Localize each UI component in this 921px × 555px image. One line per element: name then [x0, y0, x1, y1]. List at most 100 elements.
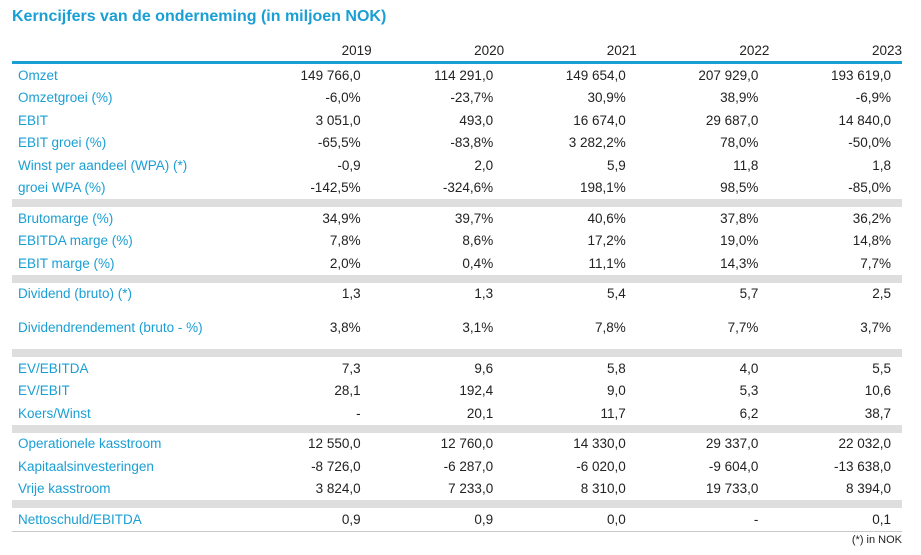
- group-separator: [12, 274, 902, 283]
- page-title: Kerncijfers van de onderneming (in miljo…: [12, 8, 387, 25]
- value-cell: 98,5%: [720, 180, 759, 196]
- row-label: Operationele kasstroom: [18, 436, 162, 452]
- value-cell: 7,8%: [329, 233, 361, 249]
- value-cell: 149 654,0: [565, 67, 626, 83]
- value-cell: -: [753, 511, 759, 527]
- table-bottom-rule: [12, 530, 902, 532]
- value-cell: -50,0%: [848, 135, 891, 151]
- table-row: EBIT 3 051,0 493,0 16 674,0 29 687,0 14 840,0: [12, 109, 902, 132]
- value-cell: 8,6%: [462, 233, 494, 249]
- value-cell: -0,9: [337, 157, 361, 173]
- value-cell: 3 824,0: [315, 481, 361, 497]
- value-cell: 19 733,0: [705, 481, 759, 497]
- key-figures-table: 2019 2020 2021 2022 2023 Omzet 149 766,0 1…: [12, 40, 902, 532]
- table-row: EBIT groei (%) -65,5% -83,8% 3 282,2% 78,0% -…: [12, 132, 902, 155]
- row-label: EV/EBIT: [18, 383, 70, 399]
- value-cell: 8 394,0: [845, 481, 891, 497]
- value-cell: -6 287,0: [443, 458, 494, 474]
- table-header: 2019 2020 2021 2022 2023: [12, 40, 902, 64]
- value-cell: 8 310,0: [580, 481, 626, 497]
- table-row: Kapitaalsinvesteringen -8 726,0 -6 287,0 -6…: [12, 455, 902, 478]
- year-header: 2019: [341, 43, 372, 58]
- value-cell: -65,5%: [317, 135, 361, 151]
- value-cell: 34,9%: [322, 210, 361, 226]
- footnote: (*) in NOK: [851, 534, 902, 546]
- row-label: Omzet: [18, 67, 58, 83]
- value-cell: 9,0: [607, 383, 626, 399]
- value-cell: 17,2%: [587, 233, 626, 249]
- value-cell: 37,8%: [720, 210, 759, 226]
- value-cell: 28,1: [334, 383, 361, 399]
- year-header: 2020: [474, 43, 505, 58]
- value-cell: 2,0%: [329, 255, 361, 271]
- header-rule: [12, 61, 902, 64]
- row-label: Kapitaalsinvesteringen: [18, 458, 154, 474]
- value-cell: 3,1%: [462, 319, 494, 335]
- value-cell: 1,3: [341, 286, 361, 302]
- row-label: Omzetgroei (%): [18, 90, 113, 106]
- value-cell: 3 051,0: [315, 112, 361, 128]
- value-cell: 38,9%: [720, 90, 759, 106]
- group-separator: [12, 199, 902, 207]
- value-cell: 20,1: [466, 405, 494, 421]
- table-row: Omzetgroei (%) -6,0% -23,7% 30,9% 38,9% -6,9%: [12, 87, 902, 110]
- value-cell: 0,9: [474, 511, 494, 527]
- value-cell: 11,7: [600, 405, 626, 421]
- value-cell: -: [356, 405, 361, 421]
- table-row: Nettoschuld/EBITDA 0,9 0,9 0,0 - 0,1: [12, 508, 902, 531]
- row-label: Brutomarge (%): [18, 210, 114, 226]
- table-row: Koers/Winst - 20,1 11,7 6,2 38,7: [12, 402, 902, 425]
- value-cell: 1,8: [872, 157, 891, 173]
- value-cell: -6 020,0: [576, 458, 626, 474]
- row-label: Winst per aandeel (WPA) (*): [18, 157, 188, 173]
- table-row: Dividendrendement (bruto - %) 3,8% 3,1% 7,8…: [12, 305, 902, 349]
- value-cell: -13 638,0: [833, 458, 891, 474]
- value-cell: 5,3: [739, 383, 759, 399]
- value-cell: -8 726,0: [311, 458, 361, 474]
- value-cell: 12 760,0: [440, 436, 494, 452]
- value-cell: 10,6: [864, 383, 891, 399]
- value-cell: 78,0%: [720, 135, 759, 151]
- group-separator: [12, 424, 902, 433]
- value-cell: 19,0%: [720, 233, 759, 249]
- group-separator: [12, 500, 902, 508]
- value-cell: 4,0: [739, 360, 759, 376]
- value-cell: 22 032,0: [838, 436, 891, 452]
- value-cell: 7,3: [341, 360, 361, 376]
- row-label: EBIT groei (%): [18, 135, 107, 151]
- value-cell: 0,1: [872, 511, 891, 527]
- row-label: EBIT marge (%): [18, 255, 115, 271]
- value-cell: 1,3: [474, 286, 494, 302]
- value-cell: 30,9%: [587, 90, 626, 106]
- table-row: Operationele kasstroom 12 550,0 12 760,0 14…: [12, 433, 902, 456]
- table-row: Winst per aandeel (WPA) (*) -0,9 2,0 5,9 11,…: [12, 154, 902, 177]
- year-header: 2022: [739, 43, 770, 58]
- value-cell: 198,1%: [580, 180, 626, 196]
- row-label: Koers/Winst: [18, 405, 91, 421]
- group-separator: [12, 349, 902, 357]
- row-label: EV/EBITDA: [18, 360, 89, 376]
- value-cell: 7,8%: [595, 319, 626, 335]
- value-cell: 149 766,0: [300, 67, 361, 83]
- value-cell: 3,7%: [860, 319, 891, 335]
- value-cell: 207 929,0: [698, 67, 759, 83]
- year-header: 2021: [606, 43, 637, 58]
- value-cell: -142,5%: [310, 180, 361, 196]
- table-row: Vrije kasstroom 3 824,0 7 233,0 8 310,0 19 7…: [12, 478, 902, 501]
- table-row: EBITDA marge (%) 7,8% 8,6% 17,2% 19,0% 14,8%: [12, 230, 902, 253]
- row-label: Dividendrendement (bruto - %): [18, 319, 203, 335]
- value-cell: -324,6%: [442, 180, 494, 196]
- value-cell: 493,0: [459, 112, 494, 128]
- value-cell: 5,8: [607, 360, 626, 376]
- value-cell: -83,8%: [450, 135, 494, 151]
- value-cell: 9,6: [474, 360, 494, 376]
- label-column-header: [12, 40, 239, 61]
- value-cell: 0,9: [341, 511, 361, 527]
- year-header: 2023: [871, 43, 902, 58]
- table-body: Omzet 149 766,0 114 291,0 149 654,0 207 929,…: [12, 64, 902, 532]
- value-cell: 192,4: [459, 383, 494, 399]
- value-cell: 3,8%: [329, 319, 361, 335]
- table-row: EV/EBITDA 7,3 9,6 5,8 4,0 5,5: [12, 357, 902, 380]
- table-row: Brutomarge (%) 34,9% 39,7% 40,6% 37,8% 36,2%: [12, 207, 902, 230]
- value-cell: 14,3%: [720, 255, 759, 271]
